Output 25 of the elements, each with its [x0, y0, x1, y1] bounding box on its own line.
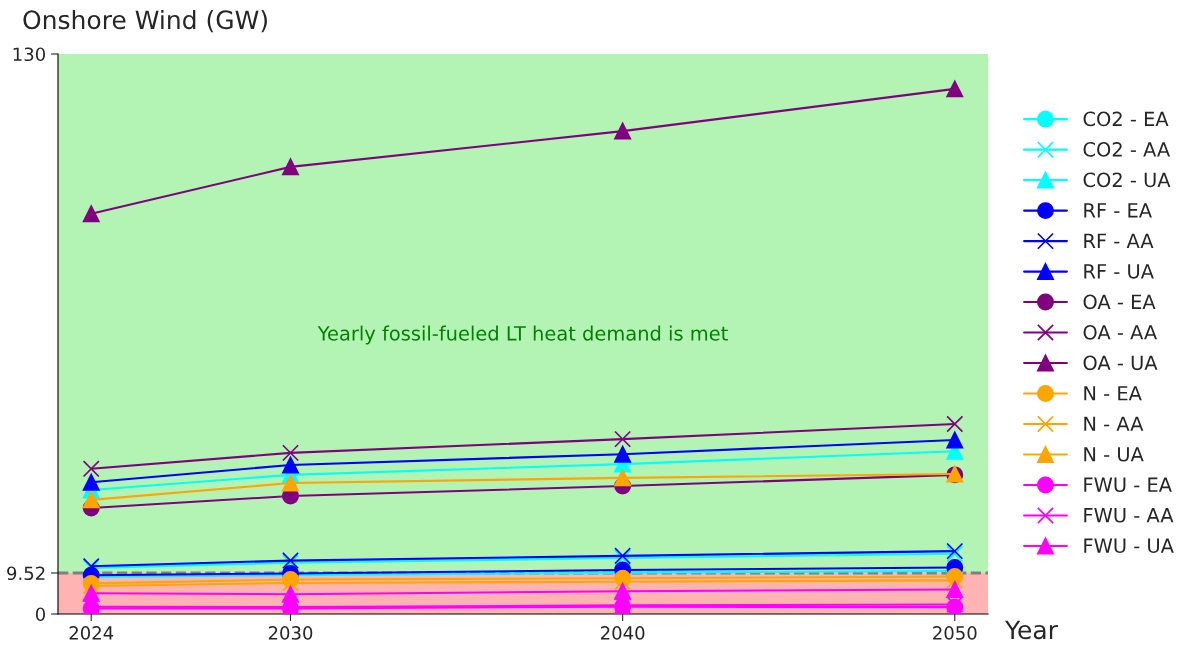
legend-label: N - EA	[1084, 386, 1142, 401]
y-tick-label: 0	[35, 607, 45, 622]
legend-label: RF - UA	[1084, 264, 1154, 279]
legend-label: N - AA	[1084, 416, 1144, 431]
legend-label: CO2 - AA	[1083, 142, 1171, 157]
y-axis-title: Onshore Wind (GW)	[23, 9, 267, 33]
legend-label: OA - UA	[1083, 355, 1158, 371]
legend-label: FWU - UA	[1084, 538, 1174, 554]
x-tick-label: 2024	[69, 626, 114, 640]
legend-label: FWU - EA	[1084, 477, 1172, 493]
legend-label: OA - EA	[1083, 294, 1156, 310]
legend-label: CO2 - UA	[1083, 172, 1171, 188]
x-axis-title: Year	[1004, 620, 1058, 640]
band-label: Yearly fossil-fueled LT heat demand is met	[317, 325, 728, 345]
legend-label: N - UA	[1084, 447, 1144, 462]
legend-label: RF - AA	[1084, 233, 1154, 248]
legend-label: OA - AA	[1083, 324, 1158, 340]
y-tick-label: 9.52	[7, 566, 45, 581]
legend-label: CO2 - EA	[1083, 111, 1169, 127]
x-tick-label: 2050	[933, 626, 977, 640]
legend-label: RF - EA	[1084, 203, 1152, 218]
y-tick-label: 130	[13, 47, 45, 62]
x-tick-label: 2030	[268, 626, 313, 640]
x-tick-label: 2040	[600, 626, 645, 640]
legend-label: FWU - AA	[1084, 508, 1174, 523]
